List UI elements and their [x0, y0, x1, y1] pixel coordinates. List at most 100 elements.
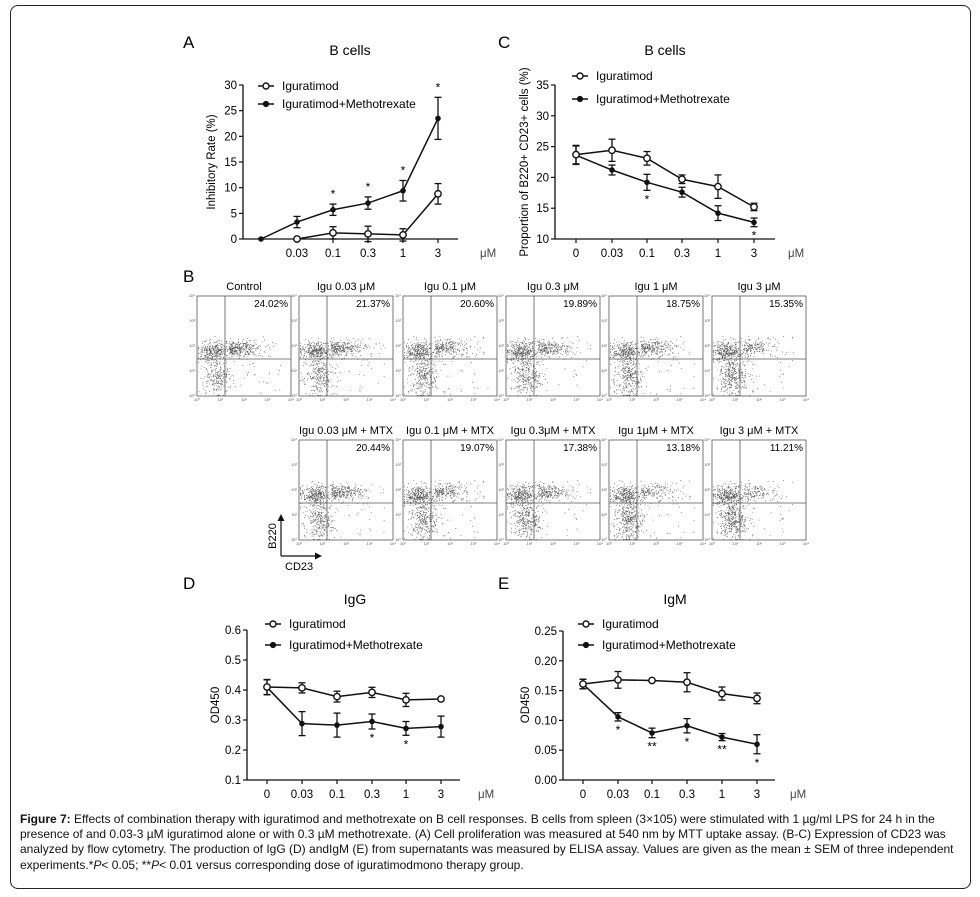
flow-dot-cloud: [198, 336, 281, 396]
flow-y-tick-label: 10⁰: [601, 537, 607, 542]
flow-y-tick-label: 10⁰: [601, 393, 607, 398]
data-point-filled: [609, 167, 615, 173]
flow-y-tick-label: 10⁰: [498, 393, 504, 398]
flow-y-tick-label: 10²: [601, 487, 607, 492]
data-point-open: [329, 228, 337, 237]
data-point-filled: [679, 189, 685, 195]
significance-marker: *: [436, 80, 441, 94]
caption-text: Effects of combination therapy with igur…: [20, 812, 954, 872]
flow-plot-frame: [505, 439, 601, 541]
flow-y-tick-label: 10³: [291, 462, 297, 467]
flow-y-tick-label: 10²: [704, 343, 710, 348]
flow-plot-title: Igu 0.03 μM: [317, 281, 375, 293]
data-point-open: [293, 235, 301, 243]
flow-x-tick-label: 10³: [367, 541, 373, 546]
flow-plot-frame: [711, 439, 807, 541]
legend-item-iguratimod: Iguratimod: [572, 69, 653, 83]
flow-x-tick-label: 10⁰: [709, 397, 715, 402]
flow-plot-frame: [298, 439, 394, 541]
legend-marker-filled: [576, 95, 584, 103]
y-tick-label: 0.05: [535, 745, 557, 757]
flow-plot-title: Igu 3 μM + MTX: [720, 425, 799, 437]
flow-x-tick-label: 10⁴: [390, 397, 396, 402]
flow-dot-cloud: [507, 336, 591, 396]
flow-dot-cloud: [404, 335, 489, 396]
data-point-filled: [751, 219, 757, 226]
flow-y-tick-label: 10³: [601, 462, 607, 467]
flow-x-tick-label: 10¹: [733, 541, 739, 546]
series-combination: [579, 678, 761, 755]
series-line: [575, 154, 755, 224]
flow-x-tick-label: 10²: [653, 397, 659, 402]
flow-plot-title: Control: [226, 281, 261, 293]
flow-plot-title: Igu 1μM + MTX: [618, 425, 694, 437]
caption-stat: < 0.05; **: [101, 857, 152, 872]
flow-plot-frame: [505, 295, 601, 397]
y-tick-label: 0.3: [225, 715, 241, 727]
flow-plot-title: Igu 0.1 μM: [424, 281, 476, 293]
caption-stat: < 0.01 versus corresponding dose of igur…: [159, 857, 524, 872]
flow-x-tick-label: 10⁴: [390, 541, 396, 546]
data-point-filled: [258, 236, 264, 242]
flow-y-tick-label: 10³: [395, 318, 401, 323]
y-tick-label: 10: [224, 183, 237, 195]
flow-y-tick-label: 10²: [395, 487, 401, 492]
flow-y-tick-label: 10¹: [704, 512, 710, 517]
flow-plot: Control24.02%10⁰10⁰10¹10¹10²10²10³10³10⁴…: [189, 281, 295, 402]
legend-marker-filled: [262, 100, 270, 108]
chart-title: B cells: [329, 42, 370, 58]
legend-item-combination: Iguratimod+Methotrexate: [572, 92, 730, 106]
series-iguratimod: [572, 138, 758, 212]
legend-marker-open: [576, 72, 584, 80]
data-point-filled: [754, 741, 760, 748]
data-point-open: [753, 694, 761, 703]
flow-y-tick-label: 10³: [291, 318, 297, 323]
x-tick-label: 0.03: [607, 789, 629, 801]
flow-cytometry-panel: Control24.02%10⁰10⁰10¹10¹10²10²10³10³10⁴…: [189, 281, 810, 573]
significance-marker: *: [366, 180, 371, 194]
data-point-open: [648, 676, 656, 685]
flow-percent: 18.75%: [666, 299, 700, 310]
flow-x-tick-label: 10²: [447, 397, 453, 402]
data-point-filled: [365, 200, 371, 206]
flow-y-tick-label: 10²: [704, 487, 710, 492]
flow-percent: 20.60%: [460, 299, 494, 310]
chart-e: IgM 0.00 0.05 0.10 0.15 0.20 0.25 0 0.03 0.1 0.3 1 3…: [520, 591, 806, 801]
flow-dots: [404, 335, 489, 396]
flow-y-tick-label: 10³: [189, 318, 195, 323]
x-tick-label: 0.3: [364, 789, 380, 801]
flow-y-tick-label: 10⁰: [704, 393, 710, 398]
data-point-filled: [334, 722, 340, 728]
flow-x-tick-label: 10²: [343, 541, 349, 546]
panel-letter-c: C: [498, 33, 510, 52]
flow-y-tick-label: 10⁴: [395, 437, 401, 442]
flow-y-tick-label: 10¹: [291, 368, 297, 373]
flow-y-tick-label: 10⁴: [189, 293, 195, 298]
legend-label: Iguratimod: [289, 617, 346, 631]
flow-y-tick-label: 10⁴: [704, 437, 710, 442]
flow-y-tick-label: 10²: [291, 487, 297, 492]
flow-x-tick-label: 10²: [756, 397, 762, 402]
flow-y-tick-label: 10¹: [395, 368, 401, 373]
significance-marker: *: [616, 723, 621, 737]
figure-frame: [10, 5, 971, 889]
x-tick-label: 0.3: [360, 248, 376, 260]
caption-label: Figure 7:: [20, 812, 71, 826]
flow-x-tick-label: 10³: [367, 397, 373, 402]
flow-plot-title: Igu 1 μM: [634, 281, 677, 293]
x-tick-label: 1: [719, 789, 725, 801]
y-tick-label: 10: [536, 234, 549, 246]
x-tick-label: 0.03: [601, 248, 623, 260]
flow-x-tick-label: 10⁴: [597, 397, 603, 402]
x-tick-label: 3: [754, 789, 760, 801]
chart-d: IgG 0.1 0.2 0.3 0.4 0.5 0.6 0 0.03 0.1 0.3 1 3 μM OD45…: [210, 591, 494, 801]
flow-y-tick-label: 10¹: [189, 368, 195, 373]
chart-a: B cells 0 5 10 15 20 25 30 0.03 0.1 0.3 1 3 μM Inhibit…: [206, 42, 496, 260]
data-point-filled: [649, 730, 655, 736]
arrow-head-icon: [315, 552, 322, 560]
flow-y-tick-label: 10⁰: [395, 537, 401, 542]
flow-y-tick-label: 10⁰: [291, 537, 297, 542]
flow-plot: Igu 0.3μM + MTX17.38%10⁰10⁰10¹10¹10²10²1…: [498, 425, 604, 546]
y-axis-label: Inhibitory Rate (%): [206, 114, 218, 209]
